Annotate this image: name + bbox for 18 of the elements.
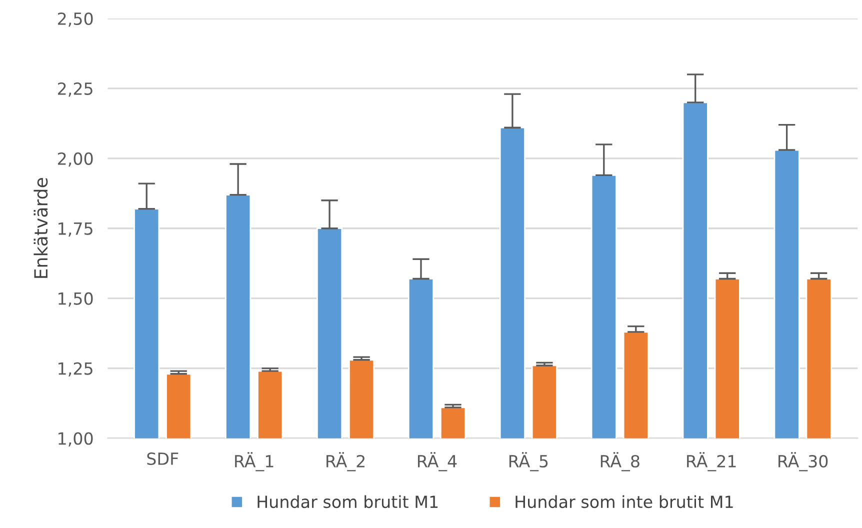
x-tick-label: RÄ_5 — [509, 452, 548, 472]
y-axis-title: Enkätvärde — [34, 178, 48, 278]
y-tick-label: 2,00 — [58, 152, 93, 167]
x-tick-label: RÄ_2 — [326, 452, 364, 472]
y-tick-label: 1,25 — [58, 362, 92, 377]
x-tick-label: RÄ_30 — [778, 452, 828, 472]
x-tick-label: RÄ_1 — [235, 452, 274, 472]
x-tick-label: RÄ_21 — [687, 452, 736, 472]
y-tick-label: 2,25 — [58, 82, 92, 97]
legend-label: Hundar som brutit M1 — [258, 495, 438, 508]
legend-label: Hundar som inte brutit M1 — [516, 495, 733, 508]
x-tick-label: RÄ_8 — [600, 452, 640, 472]
y-tick-label: 1,50 — [58, 292, 93, 307]
x-tick-label: RÄ_4 — [418, 452, 457, 472]
y-tick-label: 2,50 — [58, 12, 93, 27]
y-tick-label: 1,75 — [58, 222, 92, 237]
x-tick-label: SDF — [147, 452, 178, 466]
y-tick-label: 1,00 — [58, 432, 93, 447]
